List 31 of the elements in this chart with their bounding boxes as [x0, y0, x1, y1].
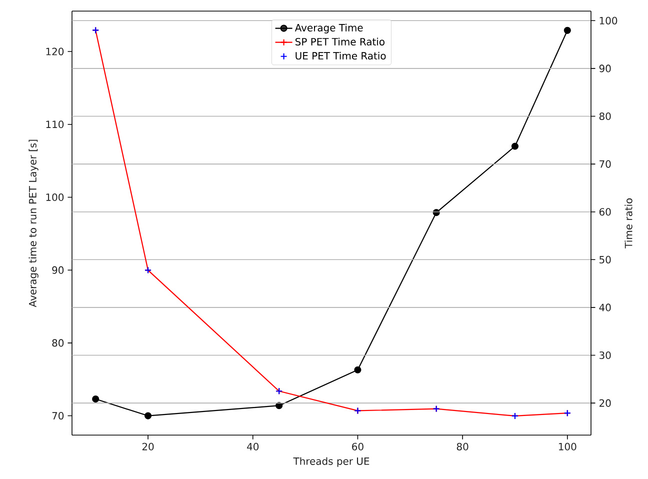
y-tick-label: 100 [46, 193, 64, 201]
point [92, 395, 100, 403]
y2-tick-label: 100 [600, 16, 618, 24]
y2-tick-label: 30 [600, 351, 611, 359]
y2-tick-label: 50 [600, 256, 611, 264]
legend-label: SP PET Time Ratio [295, 38, 384, 46]
point [354, 366, 362, 374]
y-tick-label: 80 [52, 339, 64, 347]
x-axis-title: Threads per UE [293, 457, 370, 467]
y2-tick-label: 70 [600, 160, 611, 168]
x-tick-label: 80 [456, 442, 468, 450]
y-tick-label: 110 [46, 120, 64, 128]
y2-tick-label: 80 [599, 112, 611, 120]
y-tick-label: 70 [52, 412, 64, 420]
x-tick-label: 20 [142, 442, 154, 450]
point [511, 142, 519, 150]
y-tick-label: 90 [52, 266, 64, 274]
x-tick-label: 100 [558, 442, 576, 450]
x-tick-label: 60 [352, 442, 364, 450]
y2-axis-title: Time ratio [624, 198, 632, 248]
legend-label: Average Time [294, 24, 363, 34]
y2-tick-label: 40 [599, 304, 611, 312]
x-tick-label: 40 [247, 442, 259, 450]
y-tick-label: 120 [46, 48, 64, 56]
point [564, 26, 571, 34]
y2-tick-label: 90 [599, 64, 611, 72]
y2-tick-label: 60 [599, 208, 611, 216]
point [144, 412, 152, 420]
legend-label: UE PET Time Ratio [296, 52, 386, 60]
y2-tick-label: 20 [600, 399, 611, 407]
y-axis-title: Average time to run PET Layer [s] [28, 140, 38, 308]
